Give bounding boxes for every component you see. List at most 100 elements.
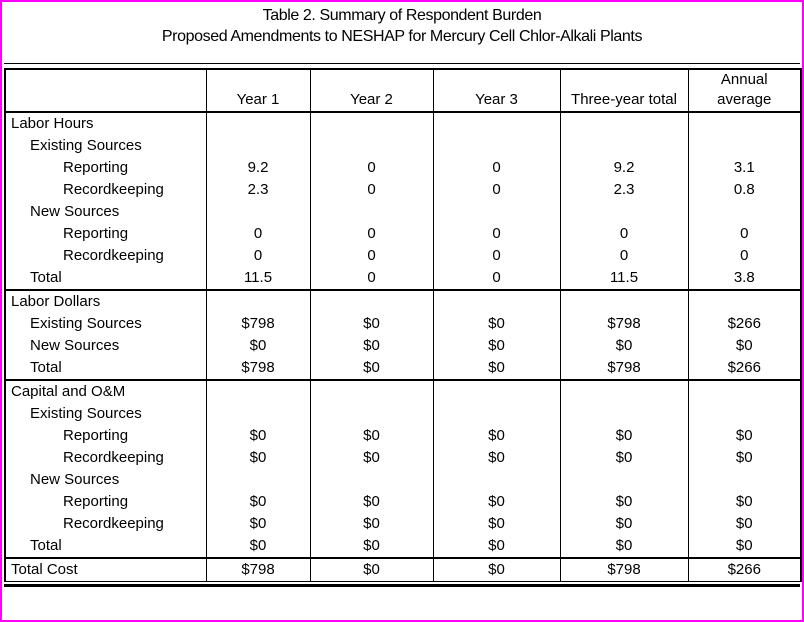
cell-value xyxy=(311,113,433,135)
title-line-2: Proposed Amendments to NESHAP for Mercur… xyxy=(161,28,643,45)
cell-value: $0 xyxy=(488,337,505,354)
cell-value: $0 xyxy=(488,449,505,466)
row-label: Labor Dollars xyxy=(11,293,101,310)
cell-value: $0 xyxy=(249,493,267,510)
cell-value xyxy=(689,381,801,403)
cell-value: 2.3 xyxy=(613,181,635,198)
burden-table-body: Labor Hours Existing Sources Reporting Reco… xyxy=(5,112,801,582)
cell-value xyxy=(311,381,433,403)
cell-value: $0 xyxy=(735,449,753,466)
cell-value xyxy=(207,381,310,403)
section-row-capital-and-om: Capital and O&M Existing Sources Reporting… xyxy=(5,380,801,558)
cell-value: $0 xyxy=(615,493,633,510)
row-label: Total xyxy=(30,269,62,286)
cell-value: 0 xyxy=(367,181,376,198)
row-label: Reporting xyxy=(63,427,129,444)
cell-value: $0 xyxy=(735,537,753,554)
cell-value: $266 xyxy=(727,359,761,376)
cell-value xyxy=(561,381,688,403)
cell-value xyxy=(689,291,801,313)
cell-value: 9.2 xyxy=(613,159,635,176)
row-label: Recordkeeping xyxy=(63,449,164,466)
cell-value xyxy=(689,403,801,425)
section-values-labor-dollars-col-3: $0 $0 $0 xyxy=(432,290,560,380)
row-label: Capital and O&M xyxy=(11,383,126,400)
cell-value: $0 xyxy=(249,515,267,532)
cell-value: $0 xyxy=(363,359,380,376)
header-year-2: Year 2 xyxy=(309,69,433,113)
section-values-labor-hours-col-5: 3.1 0.8 0 0 3.8 xyxy=(687,112,801,290)
row-label: Reporting xyxy=(63,159,129,176)
row-label: Total xyxy=(30,537,62,554)
row-label: New Sources xyxy=(30,337,120,354)
header-row: Year 1 Year 2 Year 3 Three-year total An… xyxy=(5,69,801,113)
cell-value: 9.2 xyxy=(247,159,269,176)
section-labels-capital-and-om: Capital and O&M Existing Sources Reporting… xyxy=(5,380,206,558)
cell-value: 3.1 xyxy=(733,159,755,176)
section-values-labor-dollars-col-2: $0 $0 $0 xyxy=(309,290,433,380)
section-values-capital-and-om-col-4: $0 $0 $0 $0 $0 xyxy=(559,380,688,558)
cell-value: $0 xyxy=(363,537,380,554)
section-values-labor-hours-col-3: 0 0 0 0 0 xyxy=(432,112,560,290)
cell-value xyxy=(561,201,688,223)
cell-value: 11.5 xyxy=(243,269,273,286)
cell-value: 0 xyxy=(619,247,629,264)
section-values-capital-and-om-col-2: $0 $0 $0 $0 $0 xyxy=(309,380,433,558)
cell-value: 0 xyxy=(492,181,501,198)
section-values-labor-hours-col-4: 9.2 2.3 0 0 11.5 xyxy=(559,112,688,290)
section-values-labor-hours-col-1: 9.2 2.3 0 0 11.5 xyxy=(205,112,310,290)
cell-value: $0 xyxy=(249,449,267,466)
row-label: Reporting xyxy=(63,493,129,510)
cell-value: $798 xyxy=(607,561,641,578)
cell-value: 0 xyxy=(492,269,501,286)
burden-table-frame: Year 1 Year 2 Year 3 Three-year total An… xyxy=(4,63,802,587)
cell-value xyxy=(434,201,560,223)
cell-value xyxy=(561,469,688,491)
row-label: New Sources xyxy=(30,203,120,220)
cell-value xyxy=(689,113,801,135)
row-label: Total Cost xyxy=(11,561,78,578)
row-label: New Sources xyxy=(30,471,120,488)
cell-value xyxy=(311,201,433,223)
section-labels-labor-dollars: Labor Dollars Existing Sources New Sources… xyxy=(5,290,206,380)
row-label: Recordkeeping xyxy=(63,247,164,264)
cell-value: $0 xyxy=(488,493,505,510)
section-values-capital-and-om-col-3: $0 $0 $0 $0 $0 xyxy=(432,380,560,558)
cell-value: 0 xyxy=(492,225,501,242)
cell-value: 0.8 xyxy=(733,181,755,198)
section-values-total-cost-col-1: $798 xyxy=(205,558,310,582)
cell-value xyxy=(434,381,560,403)
cell-value: 0 xyxy=(619,225,629,242)
section-values-labor-hours-col-2: 0 0 0 0 0 xyxy=(309,112,433,290)
section-values-total-cost-col-4: $798 xyxy=(559,558,688,582)
cell-value: $266 xyxy=(727,315,761,332)
cell-value: 0 xyxy=(367,225,376,242)
cell-value: $0 xyxy=(363,337,380,354)
cell-value: $798 xyxy=(241,359,275,376)
cell-value: $798 xyxy=(607,359,641,376)
cell-value: 0 xyxy=(367,247,376,264)
cell-value xyxy=(207,135,310,157)
cell-value: $0 xyxy=(249,537,267,554)
cell-value xyxy=(561,135,688,157)
cell-value: $798 xyxy=(241,561,275,578)
cell-value xyxy=(689,469,801,491)
cell-value: $0 xyxy=(363,515,380,532)
cell-value: 0 xyxy=(253,225,263,242)
row-label: Reporting xyxy=(63,225,129,242)
cell-value xyxy=(434,291,560,313)
cell-value: 0 xyxy=(740,225,749,242)
row-label: Existing Sources xyxy=(30,405,142,422)
cell-value xyxy=(207,291,310,313)
header-annual-average: Annual average xyxy=(687,69,801,113)
section-values-total-cost-col-3: $0 xyxy=(432,558,560,582)
section-row-labor-dollars: Labor Dollars Existing Sources New Sources… xyxy=(5,290,801,380)
cell-value: $0 xyxy=(363,427,380,444)
cell-value: $0 xyxy=(615,337,633,354)
cell-value: $0 xyxy=(488,359,505,376)
section-labels-labor-hours: Labor Hours Existing Sources Reporting Reco… xyxy=(5,112,206,290)
header-year-3: Year 3 xyxy=(432,69,560,113)
cell-value: $0 xyxy=(488,561,505,578)
header-three-year-total: Three-year total xyxy=(559,69,688,113)
